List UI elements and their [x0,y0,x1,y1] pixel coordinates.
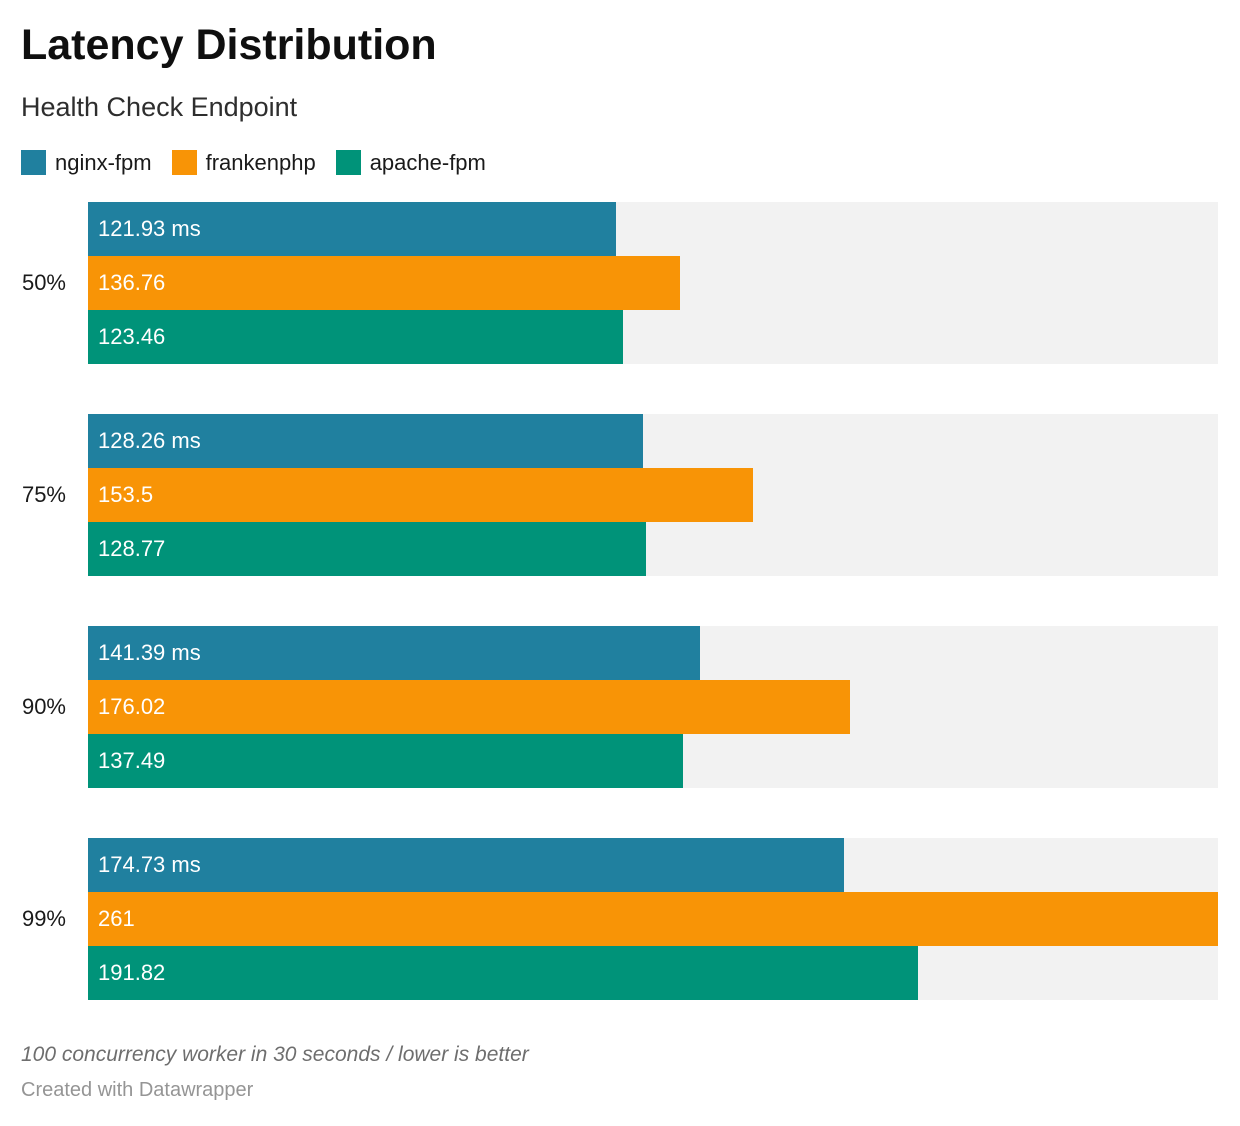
bar-value-label: 191.82 [98,960,166,985]
legend-swatch-nginx-fpm [21,150,46,175]
category-label: 75% [21,482,66,507]
bar-track: 128.77 [88,522,1218,576]
bar-value-label: 141.39 ms [98,640,201,665]
bar-track: 128.26 ms [88,414,1218,468]
bar-value-label: 136.76 [98,270,166,295]
bar-value-label: 137.49 [98,748,166,773]
bar-apache-fpm: 123.46 [88,310,623,364]
legend: nginx-fpm frankenphp apache-fpm [21,150,1219,175]
bar-nginx-fpm: 174.73 ms [88,838,845,892]
bar-rows: 121.93 ms 136.76 123.46 [88,202,1218,364]
bar-group-75%: 75% 128.26 ms 153.5 128.77 [0,414,1218,576]
bar-rows: 128.26 ms 153.5 128.77 [88,414,1218,576]
bar-apache-fpm: 128.77 [88,522,646,576]
legend-swatch-apache-fpm [335,150,361,175]
bar-rows: 141.39 ms 176.02 137.49 [88,626,1218,788]
datawrapper-credit-link[interactable]: Created with Datawrapper [21,1079,254,1101]
bar-group-90%: 90% 141.39 ms 176.02 137.49 [0,626,1218,788]
bar-rows: 174.73 ms 261 191.82 [88,838,1218,1000]
bar-value-label: 128.26 ms [98,428,201,453]
bar-track: 137.49 [88,734,1218,788]
bar-value-label: 261 [98,906,135,931]
bar-value-label: 128.77 [98,536,166,561]
chart-title: Latency Distribution [21,21,437,69]
bar-frankenphp: 136.76 [88,256,681,310]
bar-track: 136.76 [88,256,1218,310]
legend-item-apache-fpm: apache-fpm [335,150,486,175]
bar-nginx-fpm: 121.93 ms [88,202,616,256]
bar-chart: 50% 121.93 ms 136.76 123.46 75% 128.26 ms 153.… [0,202,1218,1000]
bar-value-label: 123.46 [98,324,166,349]
bar-value-label: 153.5 [98,482,154,507]
legend-item-frankenphp: frankenphp [171,150,316,175]
bar-group-99%: 99% 174.73 ms 261 191.82 [0,838,1218,1000]
bar-track: 123.46 [88,310,1218,364]
bar-frankenphp: 261 [88,892,1218,946]
category-label: 99% [21,906,66,931]
chart-subtitle: Health Check Endpoint [21,92,298,122]
bar-frankenphp: 153.5 [88,468,753,522]
footer-note: 100 concurrency worker in 30 seconds / l… [21,1043,529,1066]
bar-nginx-fpm: 128.26 ms [88,414,644,468]
category-label: 90% [21,694,66,719]
bar-apache-fpm: 191.82 [88,946,919,1000]
legend-label: apache-fpm [369,150,486,175]
bar-value-label: 121.93 ms [98,216,201,241]
bar-value-label: 174.73 ms [98,852,201,877]
legend-label: frankenphp [205,150,316,175]
bar-track: 174.73 ms [88,838,1218,892]
bar-track: 176.02 [88,680,1218,734]
bar-track: 141.39 ms [88,626,1218,680]
bar-value-label: 176.02 [98,694,166,719]
bar-group-50%: 50% 121.93 ms 136.76 123.46 [0,202,1218,364]
bar-track: 153.5 [88,468,1218,522]
bar-track: 191.82 [88,946,1218,1000]
category-label: 50% [21,270,66,295]
bar-track: 261 [88,892,1218,946]
bar-track: 121.93 ms [88,202,1218,256]
legend-label: nginx-fpm [55,150,152,175]
legend-item-nginx-fpm: nginx-fpm [21,150,152,175]
bar-frankenphp: 176.02 [88,680,851,734]
legend-swatch-frankenphp [171,150,197,175]
bar-nginx-fpm: 141.39 ms [88,626,701,680]
bar-apache-fpm: 137.49 [88,734,684,788]
